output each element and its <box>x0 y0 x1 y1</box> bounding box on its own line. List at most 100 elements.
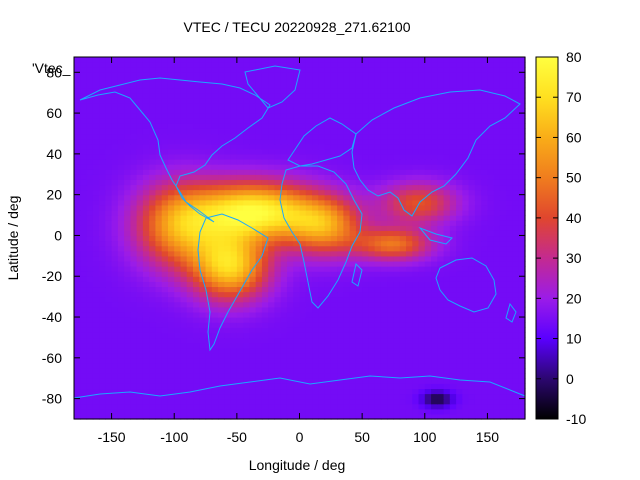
heatmap-cell <box>349 164 357 170</box>
heatmap-cell <box>155 82 163 89</box>
heatmap-cell <box>387 77 395 84</box>
heatmap-cell <box>368 113 376 119</box>
heatmap-cell <box>280 67 288 73</box>
heatmap-cell <box>393 77 401 84</box>
heatmap-cell <box>186 260 194 267</box>
heatmap-cell <box>337 164 344 170</box>
heatmap-cell <box>512 204 520 211</box>
heatmap-cell <box>512 291 520 298</box>
heatmap-cell <box>374 102 382 109</box>
heatmap-cell <box>268 118 276 124</box>
heatmap-cell <box>330 398 338 405</box>
heatmap-cell <box>431 128 438 135</box>
heatmap-cell <box>424 138 432 145</box>
heatmap-cell <box>493 398 501 405</box>
heatmap-cell <box>399 342 407 349</box>
heatmap-cell <box>293 362 301 369</box>
heatmap-cell <box>249 245 257 252</box>
heatmap-cell <box>506 184 514 191</box>
heatmap-cell <box>312 87 319 94</box>
heatmap-cell <box>92 347 100 354</box>
heatmap-cell <box>506 174 514 180</box>
heatmap-cell <box>243 388 250 395</box>
heatmap-cell <box>167 301 175 308</box>
heatmap-cell <box>499 301 507 308</box>
heatmap-cell <box>318 250 326 257</box>
heatmap-cell <box>230 327 238 333</box>
heatmap-cell <box>343 123 351 129</box>
heatmap-cell <box>193 209 200 216</box>
heatmap-cell <box>437 266 445 272</box>
heatmap-cell <box>468 255 476 262</box>
heatmap-cell <box>224 388 232 395</box>
heatmap-cell <box>437 113 445 119</box>
heatmap-cell <box>343 194 351 201</box>
heatmap-cell <box>161 148 169 155</box>
heatmap-cell <box>130 230 138 237</box>
heatmap-cell <box>224 179 232 186</box>
heatmap-cell <box>393 92 401 99</box>
heatmap-cell <box>518 225 526 231</box>
heatmap-cell <box>412 113 420 119</box>
heatmap-cell <box>468 266 476 272</box>
heatmap-cell <box>86 118 94 124</box>
heatmap-cell <box>186 123 194 129</box>
heatmap-cell <box>99 62 106 68</box>
heatmap-cell <box>268 322 276 328</box>
heatmap-cell <box>512 189 520 196</box>
heatmap-cell <box>493 143 501 150</box>
heatmap-cell <box>136 260 144 267</box>
heatmap-cell <box>161 72 169 78</box>
heatmap-cell <box>286 174 294 180</box>
heatmap-cell <box>305 408 313 415</box>
heatmap-cell <box>374 357 382 364</box>
heatmap-cell <box>224 107 232 114</box>
heatmap-cell <box>274 352 282 359</box>
heatmap-cell <box>318 174 326 180</box>
heatmap-cell <box>487 199 495 206</box>
heatmap-cell <box>224 311 232 318</box>
heatmap-cell <box>243 123 250 129</box>
heatmap-cell <box>74 357 81 364</box>
heatmap-cell <box>205 260 213 267</box>
heatmap-cell <box>136 158 144 165</box>
heatmap-cell <box>186 266 194 272</box>
heatmap-cell <box>518 138 526 145</box>
heatmap-cell <box>99 179 106 186</box>
heatmap-cell <box>111 347 119 354</box>
heatmap-cell <box>236 357 244 364</box>
heatmap-cell <box>211 72 219 78</box>
heatmap-cell <box>199 342 207 349</box>
heatmap-cell <box>449 143 457 150</box>
heatmap-cell <box>399 322 407 328</box>
heatmap-cell <box>343 383 351 390</box>
heatmap-cell <box>186 342 194 349</box>
heatmap-cell <box>293 322 301 328</box>
heatmap-cell <box>161 271 169 277</box>
heatmap-cell <box>149 413 157 420</box>
heatmap-cell <box>136 148 144 155</box>
heatmap-cell <box>74 388 81 395</box>
heatmap-cell <box>362 393 369 400</box>
heatmap-cell <box>380 209 388 216</box>
heatmap-cell <box>437 403 445 410</box>
heatmap-cell <box>261 368 269 374</box>
heatmap-cell <box>74 164 81 170</box>
heatmap-cell <box>399 271 407 277</box>
heatmap-cell <box>418 102 426 109</box>
heatmap-cell <box>512 107 520 114</box>
heatmap-cell <box>136 245 144 252</box>
heatmap-cell <box>243 204 250 211</box>
heatmap-cell <box>105 148 113 155</box>
heatmap-cell <box>330 77 338 84</box>
heatmap-cell <box>374 148 382 155</box>
heatmap-cell <box>211 362 219 369</box>
heatmap-cell <box>268 291 276 298</box>
heatmap-cell <box>393 347 401 354</box>
heatmap-cell <box>161 317 169 323</box>
heatmap-cell <box>424 158 432 165</box>
heatmap-cell <box>437 398 445 405</box>
heatmap-cell <box>380 306 388 313</box>
heatmap-cell <box>167 245 175 252</box>
heatmap-cell <box>130 199 138 206</box>
